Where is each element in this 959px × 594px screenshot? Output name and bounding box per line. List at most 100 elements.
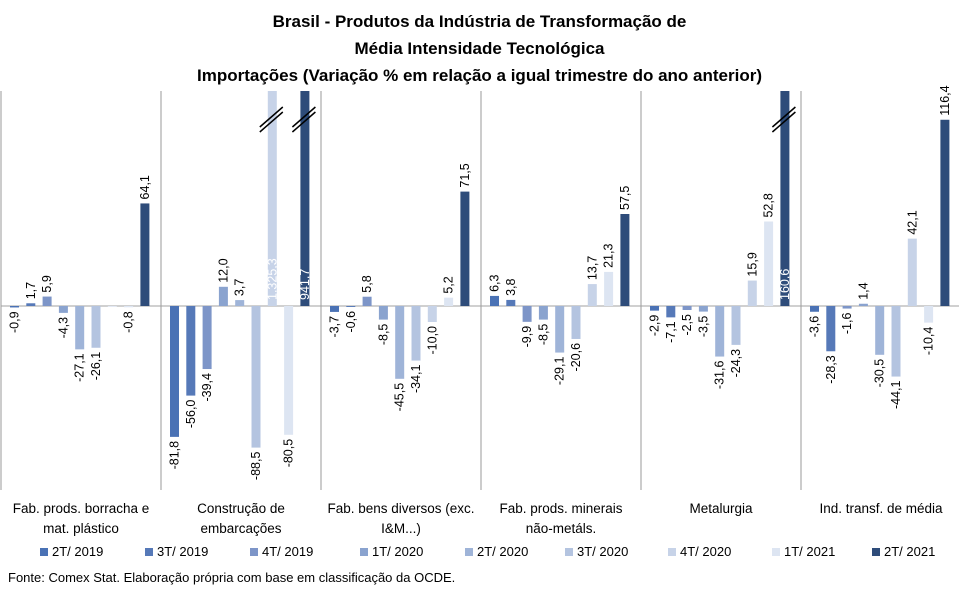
- legend-item: 1T/ 2021: [772, 544, 835, 559]
- bar: [346, 306, 356, 307]
- data-label: 64,1: [138, 175, 152, 199]
- data-label: -29,1: [553, 357, 567, 386]
- legend-item: 2T/ 2020: [465, 544, 528, 559]
- bar: [378, 306, 388, 320]
- bar: [907, 238, 917, 306]
- data-label: -8,5: [376, 324, 390, 346]
- data-label: 1,4: [856, 282, 870, 299]
- category-label-line: Construção de: [197, 501, 285, 516]
- data-label: -56,0: [184, 400, 198, 429]
- data-label: -45,5: [393, 383, 407, 412]
- legend-label: 1T/ 2021: [784, 544, 836, 559]
- legend-swatch: [145, 548, 153, 556]
- data-label: -3,6: [808, 316, 822, 338]
- legend-swatch: [872, 548, 880, 556]
- data-label: -8,5: [536, 324, 550, 346]
- legend-label: 1T/ 2020: [372, 544, 424, 559]
- bar: [10, 306, 19, 308]
- bar: [284, 306, 294, 435]
- bar: [411, 306, 421, 361]
- data-label: 71,5: [458, 163, 472, 187]
- bar: [395, 306, 405, 379]
- category-label-line: Fab. prods. minerais: [499, 501, 623, 516]
- legend-item: 1T/ 2020: [360, 544, 423, 559]
- data-label: 15,9: [745, 252, 759, 276]
- bar: [650, 306, 659, 311]
- legend-swatch: [772, 548, 780, 556]
- bar: [91, 306, 101, 348]
- bar: [747, 280, 757, 306]
- chart-title-line-2: Média Intensidade Tecnológica: [354, 39, 605, 58]
- data-label: -2,9: [648, 315, 662, 337]
- bar: [235, 300, 245, 306]
- data-label: -3,5: [696, 316, 710, 338]
- bar: [300, 91, 310, 306]
- data-label: 12,0: [216, 258, 230, 282]
- legend-swatch: [465, 548, 473, 556]
- bar: [506, 299, 516, 306]
- bar: [202, 306, 212, 370]
- chart-title-line-1: Brasil - Produtos da Indústria de Transf…: [272, 12, 687, 31]
- legend-label: 2T/ 2019: [52, 544, 104, 559]
- bar: [170, 306, 179, 437]
- data-label: -27,1: [73, 353, 87, 382]
- legend-label: 2T/ 2020: [477, 544, 529, 559]
- data-label: 42,1: [905, 210, 919, 234]
- legend-label: 4T/ 2020: [680, 544, 732, 559]
- category-label-line: Fab. bens diversos (exc.: [327, 501, 475, 516]
- bar: [427, 306, 437, 322]
- bar: [362, 296, 372, 306]
- axis-break-mark: [259, 106, 284, 128]
- source-note: Fonte: Comex Stat. Elaboração própria co…: [8, 570, 456, 585]
- data-label: 57,5: [618, 186, 632, 210]
- bar: [186, 306, 196, 396]
- bar: [715, 306, 725, 357]
- data-label: 6,3: [488, 274, 502, 291]
- bar: [26, 303, 36, 306]
- bar: [698, 306, 708, 312]
- bar: [604, 271, 614, 306]
- bar: [587, 284, 597, 306]
- bar: [251, 306, 261, 448]
- bar: [620, 214, 630, 306]
- data-label: 941,7: [298, 269, 312, 300]
- legend-label: 3T/ 2019: [157, 544, 209, 559]
- bar: [571, 306, 581, 339]
- category-label-line: mat. plástico: [43, 521, 119, 536]
- bar: [842, 306, 852, 309]
- data-label: 13,7: [585, 256, 599, 280]
- data-label: -2,5: [680, 314, 694, 336]
- data-label: -7,1: [664, 321, 678, 343]
- chart-title-line-3: Importações (Variação % em relação a igu…: [197, 66, 762, 85]
- bar: [555, 306, 565, 353]
- bar: [107, 306, 117, 307]
- bar: [460, 191, 470, 306]
- bar: [780, 91, 790, 306]
- data-label: -28,3: [824, 355, 838, 384]
- category-label: Ind. transf. de média: [802, 499, 959, 519]
- legend-label: 2T/ 2021: [884, 544, 936, 559]
- bar: [810, 306, 819, 312]
- legend-item: 3T/ 2020: [565, 544, 628, 559]
- legend-swatch: [565, 548, 573, 556]
- data-label: 21,3: [602, 244, 616, 268]
- legend-swatch: [360, 548, 368, 556]
- category-label-line: Metalurgia: [689, 501, 753, 516]
- bar: [218, 286, 228, 306]
- category-label: Fab. prods. borracha e mat. plástico: [2, 499, 160, 539]
- category-label-line: embarcações: [200, 521, 282, 536]
- bar: [731, 306, 741, 345]
- legend-item: 2T/ 2021: [872, 544, 935, 559]
- bar: [490, 295, 499, 306]
- data-label: -0,9: [8, 311, 22, 333]
- data-label: -3,7: [328, 316, 342, 338]
- data-label: -39,4: [200, 373, 214, 402]
- data-label: -88,5: [249, 452, 263, 481]
- axis-break-mark: [771, 106, 796, 128]
- axis-break-mark: [771, 111, 796, 133]
- data-label: -10,4: [922, 327, 936, 356]
- bar: [682, 306, 692, 310]
- category-label-line: Fab. prods. borracha e: [12, 501, 150, 516]
- data-label: 5,2: [442, 276, 456, 293]
- legend-swatch: [40, 548, 48, 556]
